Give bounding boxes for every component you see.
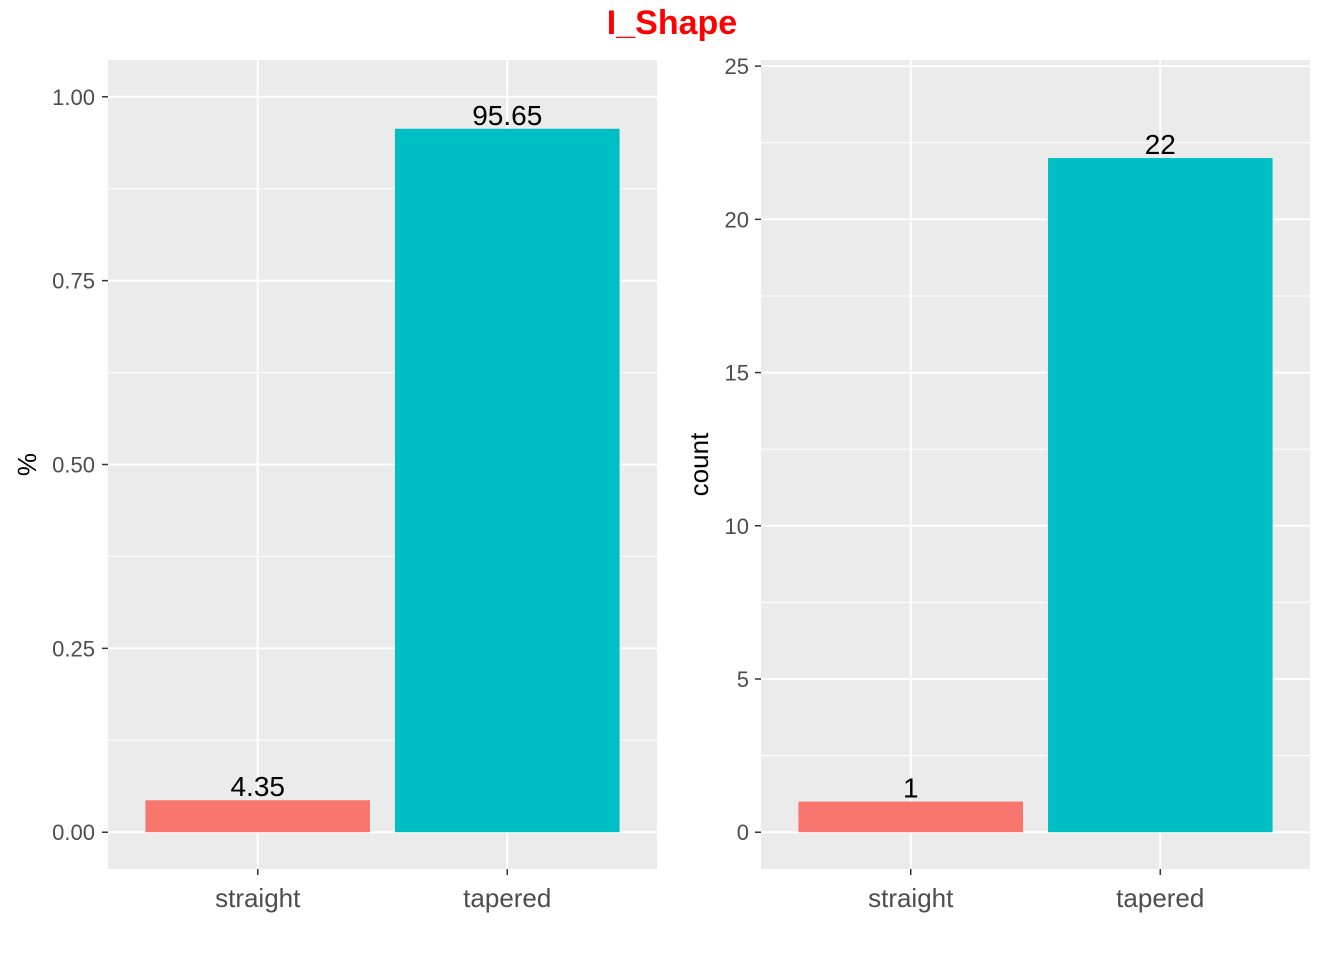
y-tick-label: 20	[725, 207, 749, 232]
y-tick-label: 10	[725, 514, 749, 539]
y-tick-label: 25	[725, 54, 749, 79]
data-label: 4.35	[230, 771, 285, 802]
y-tick-label: 15	[725, 361, 749, 386]
y-axis-label: count	[684, 432, 714, 496]
bar-straight	[145, 800, 371, 833]
x-tick-label: straight	[215, 883, 301, 913]
chart-title: I_Shape	[606, 4, 738, 42]
x-tick-label: straight	[868, 883, 954, 913]
x-tick-label: tapered	[463, 883, 551, 913]
y-tick-label: 5	[737, 667, 749, 692]
data-label: 22	[1145, 129, 1176, 160]
y-tick-label: 0.50	[52, 453, 95, 478]
y-tick-label: 1.00	[52, 85, 95, 110]
bar-tapered	[1047, 158, 1273, 833]
data-label: 95.65	[472, 100, 542, 131]
y-tick-label: 0.00	[52, 820, 95, 845]
x-tick-label: tapered	[1116, 883, 1204, 913]
y-tick-label: 0.25	[52, 636, 95, 661]
data-label: 1	[903, 773, 919, 804]
y-tick-label: 0.75	[52, 269, 95, 294]
bar-tapered	[394, 128, 620, 833]
y-axis-label: %	[12, 453, 42, 476]
y-tick-label: 0	[737, 820, 749, 845]
bar-straight	[798, 801, 1024, 833]
